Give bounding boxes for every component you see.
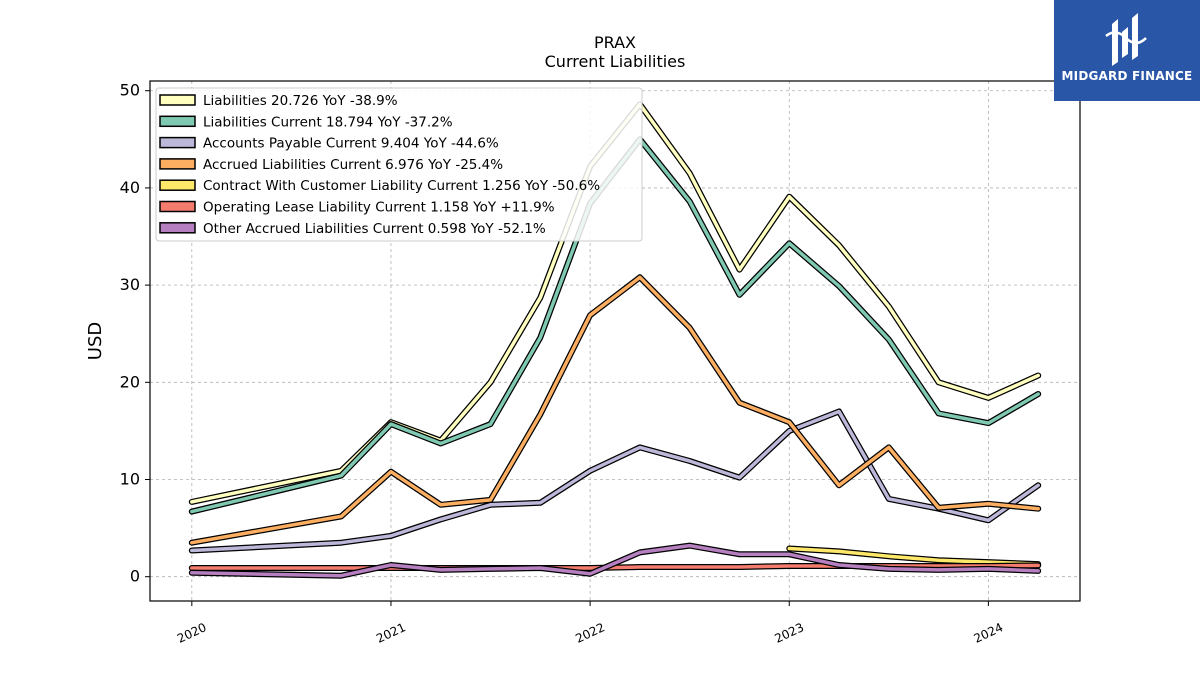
series-line [786,545,1042,568]
series-line [188,274,1042,546]
series-line-stroke [190,137,1040,514]
legend-swatch [159,222,196,234]
series-line-stroke [190,275,1040,545]
legend-entry: Accounts Payable Current 9.404 YoY -44.6… [203,136,499,152]
brand-logo: MIDGARD FINANCE [1054,0,1200,101]
chart-subtitle: Current Liabilities [545,52,686,71]
series-line-stroke [190,409,1040,553]
y-tick-label: 40 [120,178,140,197]
x-tick-label: 2021 [374,620,408,646]
x-tick-label: 2020 [175,620,209,646]
x-tick-label: 2022 [573,620,607,646]
legend-entry: Contract With Customer Liability Current… [203,178,600,194]
series-line [188,542,1042,579]
legend-entry: Other Accrued Liabilities Current 0.598 … [203,221,546,237]
series-line-stroke [190,543,1040,578]
plot-frame [149,80,1081,602]
legend-entry: Operating Lease Liability Current 1.158 … [203,200,555,216]
legend-swatch [159,115,196,128]
x-tick-label: 2023 [772,620,806,646]
x-tick-label: 2024 [972,620,1006,646]
legend: Liabilities 20.726 YoY -38.9% Liabilities… [155,87,643,242]
chart-title: PRAX [594,33,636,52]
midgard-logo-icon [1105,13,1147,66]
y-tick-label: 10 [120,470,140,489]
series-line [188,408,1042,554]
legend-swatch [159,179,196,191]
legend-swatch [159,136,196,149]
y-tick-label: 20 [120,372,140,391]
legend-entry: Liabilities Current 18.794 YoY -37.2% [203,114,453,130]
y-tick-label: 50 [120,81,140,100]
legend-box [155,87,643,242]
legend-swatch [159,94,196,106]
y-tick-label: 30 [120,275,140,294]
legend-swatch [159,158,196,170]
legend-entry: Liabilities 20.726 YoY -38.9% [203,93,398,109]
brand-name: MIDGARD FINANCE [1061,69,1193,83]
legend-swatch [159,200,196,213]
series-line-stroke [787,546,1040,566]
y-axis-label: USD [85,322,106,360]
y-tick-label: 0 [130,567,140,586]
legend-entry: Accrued Liabilities Current 6.976 YoY -2… [203,157,503,173]
series-lines [188,101,1042,579]
series-line [188,136,1042,515]
